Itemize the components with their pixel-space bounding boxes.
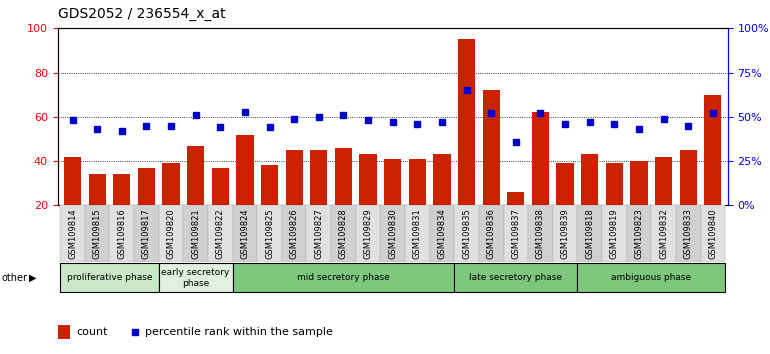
- Text: GSM109814: GSM109814: [68, 208, 77, 259]
- Text: GSM109839: GSM109839: [561, 208, 570, 259]
- Text: GDS2052 / 236554_x_at: GDS2052 / 236554_x_at: [58, 7, 226, 21]
- Bar: [676, 205, 701, 262]
- Bar: [557, 163, 574, 205]
- Bar: [58, 325, 70, 339]
- Bar: [454, 205, 479, 262]
- Bar: [430, 205, 454, 262]
- Text: count: count: [76, 327, 108, 337]
- Text: mid secretory phase: mid secretory phase: [297, 273, 390, 282]
- Bar: [64, 156, 81, 205]
- Bar: [504, 205, 528, 262]
- Text: GSM109830: GSM109830: [388, 208, 397, 259]
- Text: ▶: ▶: [29, 273, 37, 283]
- Bar: [581, 154, 598, 205]
- Text: GSM109822: GSM109822: [216, 208, 225, 259]
- Text: GSM109824: GSM109824: [240, 208, 249, 259]
- Bar: [60, 205, 85, 262]
- Text: GSM109825: GSM109825: [265, 208, 274, 259]
- Bar: [236, 135, 253, 205]
- Text: other: other: [2, 273, 28, 283]
- Bar: [701, 205, 725, 262]
- Bar: [89, 175, 105, 205]
- Text: early secretory
phase: early secretory phase: [162, 268, 230, 287]
- Text: GSM109819: GSM109819: [610, 208, 619, 259]
- Bar: [138, 168, 155, 205]
- Bar: [208, 205, 233, 262]
- Text: proliferative phase: proliferative phase: [67, 273, 152, 282]
- Text: GSM109836: GSM109836: [487, 208, 496, 259]
- Bar: [380, 205, 405, 262]
- Bar: [233, 263, 454, 292]
- Text: GSM109821: GSM109821: [191, 208, 200, 259]
- Bar: [528, 205, 553, 262]
- Bar: [458, 39, 475, 205]
- Text: GSM109817: GSM109817: [142, 208, 151, 259]
- Bar: [602, 205, 627, 262]
- Bar: [331, 205, 356, 262]
- Bar: [434, 154, 450, 205]
- Bar: [627, 205, 651, 262]
- Bar: [233, 205, 257, 262]
- Bar: [159, 263, 233, 292]
- Bar: [109, 205, 134, 262]
- Text: GSM109828: GSM109828: [339, 208, 348, 259]
- Bar: [60, 263, 159, 292]
- Bar: [113, 175, 130, 205]
- Bar: [680, 150, 697, 205]
- Bar: [212, 168, 229, 205]
- Bar: [282, 205, 306, 262]
- Bar: [356, 205, 380, 262]
- Text: GSM109831: GSM109831: [413, 208, 422, 259]
- Bar: [261, 166, 278, 205]
- Text: ambiguous phase: ambiguous phase: [611, 273, 691, 282]
- Bar: [553, 205, 578, 262]
- Bar: [405, 205, 430, 262]
- Bar: [483, 90, 500, 205]
- Bar: [257, 205, 282, 262]
- Bar: [187, 145, 204, 205]
- Text: percentile rank within the sample: percentile rank within the sample: [145, 327, 333, 337]
- Bar: [507, 192, 524, 205]
- Bar: [651, 205, 676, 262]
- Text: GSM109832: GSM109832: [659, 208, 668, 259]
- Bar: [360, 154, 377, 205]
- Bar: [578, 263, 725, 292]
- Text: GSM109833: GSM109833: [684, 208, 693, 259]
- Bar: [162, 163, 179, 205]
- Bar: [532, 113, 549, 205]
- Bar: [606, 163, 623, 205]
- Bar: [286, 150, 303, 205]
- Bar: [134, 205, 159, 262]
- Text: GSM109815: GSM109815: [92, 208, 102, 259]
- Text: GSM109840: GSM109840: [708, 208, 718, 259]
- Text: GSM109816: GSM109816: [117, 208, 126, 259]
- Text: GSM109834: GSM109834: [437, 208, 447, 259]
- Text: GSM109820: GSM109820: [166, 208, 176, 259]
- Bar: [85, 205, 109, 262]
- Bar: [183, 205, 208, 262]
- Text: GSM109835: GSM109835: [462, 208, 471, 259]
- Bar: [479, 205, 504, 262]
- Text: late secretory phase: late secretory phase: [470, 273, 562, 282]
- Bar: [384, 159, 401, 205]
- Text: GSM109838: GSM109838: [536, 208, 545, 259]
- Text: GSM109829: GSM109829: [363, 208, 373, 259]
- Bar: [306, 205, 331, 262]
- Text: GSM109837: GSM109837: [511, 208, 521, 259]
- Text: GSM109823: GSM109823: [634, 208, 644, 259]
- Bar: [310, 150, 327, 205]
- Text: GSM109818: GSM109818: [585, 208, 594, 259]
- Bar: [578, 205, 602, 262]
- Bar: [705, 95, 721, 205]
- Bar: [335, 148, 352, 205]
- Bar: [409, 159, 426, 205]
- Bar: [159, 205, 183, 262]
- Bar: [454, 263, 578, 292]
- Text: GSM109827: GSM109827: [314, 208, 323, 259]
- Bar: [631, 161, 648, 205]
- Bar: [655, 156, 672, 205]
- Text: GSM109826: GSM109826: [290, 208, 299, 259]
